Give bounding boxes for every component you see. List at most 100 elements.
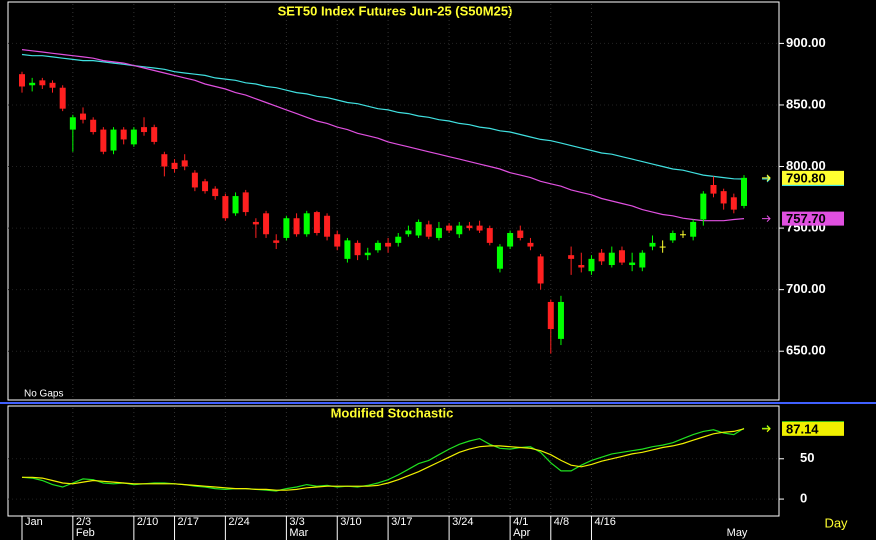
candle-body	[59, 87, 66, 109]
candle-body	[273, 240, 280, 243]
y-tick-label: 650.00	[786, 343, 826, 358]
x-tick-label: 3/24	[452, 516, 473, 528]
x-tick-label: 4/16	[594, 516, 615, 528]
candle-body	[690, 221, 697, 237]
candle-body	[212, 188, 219, 197]
x-tick-label: 2/24	[228, 516, 249, 528]
line-series	[21, 49, 745, 222]
candle-body	[324, 215, 331, 237]
candle-body	[283, 218, 290, 238]
candle-body	[39, 80, 46, 86]
candle-body	[120, 129, 127, 140]
candle-body	[90, 119, 97, 133]
annotation: No Gaps	[24, 389, 63, 400]
x-tick-label: Jan	[25, 516, 43, 528]
last-value-arrow	[762, 174, 771, 182]
candle-body	[710, 184, 717, 194]
last-value-label: 790.80	[786, 170, 826, 185]
last-value-box	[782, 170, 844, 185]
last-value-arrow	[762, 215, 771, 222]
candle-body	[405, 230, 412, 235]
candle-body	[496, 246, 503, 269]
candle-body	[741, 177, 747, 206]
candle-body	[507, 233, 514, 247]
candle-body	[202, 181, 209, 192]
candle-body	[700, 193, 707, 220]
candle-body	[303, 213, 310, 235]
candle-body	[446, 225, 453, 231]
chart-title: SET50 Index Futures Jun-25 (S50M25)	[278, 3, 513, 18]
candle-body	[242, 192, 249, 213]
candle-body	[181, 160, 188, 167]
candle-body	[19, 74, 25, 87]
last-value-arrow	[762, 425, 771, 433]
candle-body	[730, 197, 737, 210]
x-tick-label: 3/10	[340, 516, 361, 528]
last-value-box	[782, 211, 844, 226]
x-tick-label: 2/17	[178, 516, 199, 528]
candle-body	[374, 242, 381, 251]
candle-body	[669, 233, 676, 241]
last-value-box	[782, 421, 844, 436]
candle-body	[517, 230, 524, 238]
candle-body	[639, 252, 646, 268]
candle-body	[415, 221, 422, 236]
candle-body	[629, 262, 636, 266]
candle-body	[344, 240, 351, 259]
y-tick-label: 900.00	[786, 35, 826, 50]
last-value-label: 757.70	[786, 211, 826, 226]
x-month-label: Feb	[76, 527, 95, 539]
line-series	[22, 428, 745, 491]
x-tick-label: 4/8	[554, 516, 569, 528]
candle-body	[557, 301, 564, 339]
x-month-label: Mar	[289, 527, 308, 539]
candle-body	[222, 196, 229, 219]
candle-body	[232, 196, 239, 214]
candle-body	[476, 225, 483, 231]
candle-body	[49, 82, 56, 88]
candle-body	[100, 129, 107, 152]
candle-body	[263, 213, 270, 235]
x-month-label: Apr	[513, 527, 530, 539]
candle-body	[69, 117, 76, 130]
candle-body	[293, 218, 300, 235]
candle-body	[141, 127, 148, 133]
candle-body	[466, 225, 473, 229]
candle-body	[252, 221, 259, 225]
y-tick-label: 700.00	[786, 281, 826, 296]
y-tick-label: 850.00	[786, 96, 826, 111]
candle-body	[649, 242, 656, 247]
candle-body	[568, 255, 575, 259]
last-value-label: 87.14	[786, 421, 819, 436]
y-tick-label: 50	[800, 450, 814, 465]
candle-body	[395, 236, 402, 243]
candle-body	[456, 225, 463, 235]
candle-body	[151, 127, 158, 142]
candle-body	[334, 234, 341, 247]
candle-body	[354, 242, 361, 256]
x-month-label: May	[727, 527, 748, 539]
candle-body	[385, 242, 392, 247]
candle-body	[80, 113, 87, 120]
candle-body	[679, 234, 686, 236]
line-series	[21, 53, 745, 180]
candle-body	[618, 250, 625, 263]
x-tick-label: 3/3	[289, 516, 304, 528]
candle-body	[130, 129, 137, 145]
candle-body	[578, 265, 585, 268]
candle-body	[537, 256, 544, 284]
candle-body	[547, 301, 554, 330]
candle-body	[435, 228, 442, 238]
candle-body	[161, 154, 168, 167]
candle-body	[608, 252, 615, 266]
x-tick-label: 3/17	[391, 516, 412, 528]
y-tick-label: 0	[800, 491, 807, 506]
x-tick-label: 2/3	[76, 516, 91, 528]
candle-body	[659, 246, 666, 248]
stochastic-panel-frame	[7, 405, 780, 517]
candle-body	[425, 224, 432, 237]
candle-body	[29, 82, 36, 86]
candle-body	[720, 191, 727, 204]
